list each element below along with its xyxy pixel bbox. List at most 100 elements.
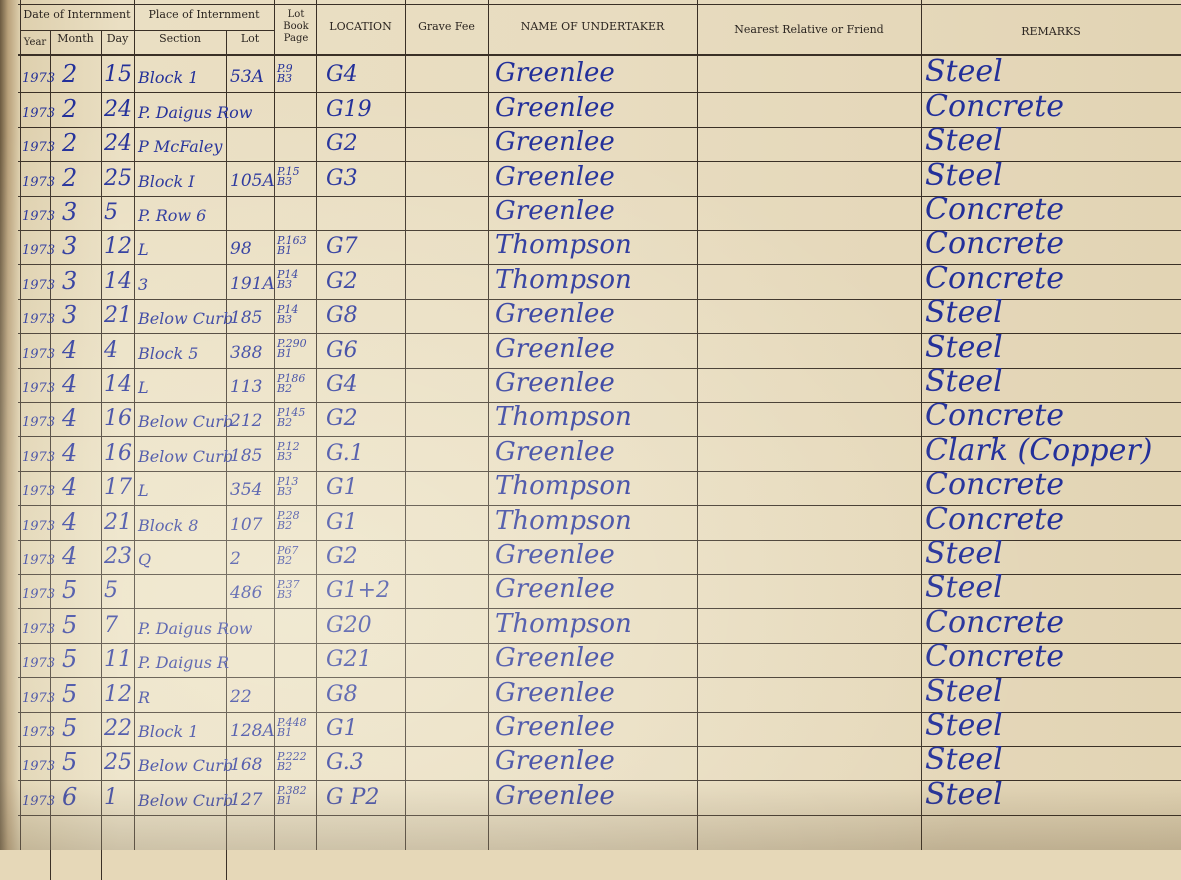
lot-cell: 127 <box>230 789 263 810</box>
month-cell: 4 <box>62 542 78 570</box>
row-rule <box>18 608 1181 610</box>
day-cell: 21 <box>104 509 132 535</box>
column-rule <box>101 30 102 880</box>
lot-cell: 168 <box>230 755 263 776</box>
section-cell: P. Daigus Row <box>138 102 253 122</box>
row-rule <box>18 402 1181 403</box>
row-rule <box>18 126 1181 128</box>
day-cell: 5 <box>104 578 118 604</box>
year-cell: 1973 <box>22 209 56 224</box>
month-cell: 5 <box>62 748 78 777</box>
column-rule <box>274 0 275 850</box>
row-rule <box>18 539 1181 541</box>
section-cell: L <box>138 378 149 397</box>
day-cell: 11 <box>104 647 132 673</box>
undertaker-cell: Thompson <box>495 505 632 536</box>
location-cell: G2 <box>326 544 358 569</box>
location-cell: G20 <box>326 612 372 638</box>
section-cell: Block 5 <box>138 343 199 363</box>
day-cell: 12 <box>104 234 132 260</box>
day-cell: 1 <box>104 784 118 810</box>
row-rule <box>18 574 1181 575</box>
undertaker-cell: Greenlee <box>495 540 615 570</box>
lot-book-page-cell: P.15 B3 <box>277 165 300 189</box>
lot-cell: 53A <box>230 67 264 88</box>
header-rule <box>18 54 1181 56</box>
lot-cell: 128A <box>230 721 275 741</box>
remarks-cell: Concrete <box>925 192 1065 227</box>
lot-book-page-cell: P14 B3 <box>277 268 299 292</box>
remarks-cell: Steel <box>925 54 1003 90</box>
lot-cell: 354 <box>230 480 263 501</box>
header-undertaker: NAME OF UNDERTAKER <box>520 20 665 33</box>
year-cell: 1973 <box>22 71 56 87</box>
year-cell: 1973 <box>22 346 56 362</box>
month-cell: 4 <box>62 473 78 502</box>
undertaker-cell: Greenlee <box>495 58 615 89</box>
row-rule <box>18 711 1181 713</box>
month-cell: 5 <box>62 714 78 742</box>
location-cell: G4 <box>326 62 358 88</box>
column-rule <box>316 0 317 850</box>
section-cell: Below Curb <box>138 756 234 776</box>
remarks-cell: Concrete <box>925 88 1065 124</box>
section-cell: 3 <box>138 274 149 294</box>
lot-book-page-cell: P.12 B3 <box>277 440 300 464</box>
month-cell: 4 <box>62 335 78 364</box>
location-cell: G1 <box>326 716 358 741</box>
lot-cell: 113 <box>230 377 263 397</box>
lot-book-page-cell: P.163 B1 <box>277 234 307 257</box>
header-lot: Lot <box>240 32 260 45</box>
location-cell: G.1 <box>326 440 364 466</box>
day-cell: 4 <box>104 337 118 363</box>
remarks-cell: Concrete <box>925 467 1065 503</box>
day-cell: 21 <box>104 303 132 329</box>
year-cell: 1973 <box>22 587 56 603</box>
undertaker-cell: Greenlee <box>495 92 615 123</box>
header-rule <box>134 30 274 31</box>
undertaker-cell: Thompson <box>495 264 632 295</box>
undertaker-cell: Greenlee <box>495 161 615 192</box>
month-cell: 3 <box>62 198 78 226</box>
location-cell: G2 <box>326 268 358 294</box>
month-cell: 2 <box>62 129 78 158</box>
row-rule <box>18 92 1181 94</box>
header-grave-fee: Grave Fee <box>418 20 475 33</box>
year-cell: 1973 <box>22 174 56 190</box>
day-cell: 17 <box>104 475 132 501</box>
month-cell: 3 <box>62 266 78 295</box>
month-cell: 4 <box>62 507 78 536</box>
header-location: LOCATION <box>329 20 392 33</box>
column-rule <box>50 30 51 880</box>
undertaker-cell: Thompson <box>495 230 632 261</box>
header-day: Day <box>106 32 129 45</box>
remarks-cell: Steel <box>925 295 1003 331</box>
month-cell: 6 <box>62 782 78 811</box>
row-rule <box>18 230 1181 231</box>
year-cell: 1973 <box>22 690 56 706</box>
day-cell: 25 <box>104 750 132 776</box>
day-cell: 14 <box>104 372 132 397</box>
section-cell: Block 8 <box>138 515 199 535</box>
section-cell: R <box>138 687 151 707</box>
remarks-cell: Steel <box>925 157 1003 193</box>
column-rule <box>226 30 227 880</box>
row-rule <box>18 298 1181 300</box>
month-cell: 5 <box>62 679 78 708</box>
remarks-cell: Concrete <box>925 226 1065 262</box>
location-cell: G6 <box>326 337 358 363</box>
year-cell: 1973 <box>22 415 56 431</box>
section-cell: Below Curb <box>138 309 234 329</box>
header-place-of-internment: Place of Internment <box>148 8 260 21</box>
day-cell: 7 <box>104 612 118 638</box>
undertaker-cell: Greenlee <box>495 436 615 467</box>
row-rule <box>18 780 1181 782</box>
lot-book-page-cell: P13 B3 <box>277 474 299 498</box>
header-nearest-relative: Nearest Relative or Friend <box>734 23 884 36</box>
year-cell: 1973 <box>22 105 56 121</box>
undertaker-cell: Greenlee <box>495 333 615 364</box>
year-cell: 1973 <box>22 656 56 672</box>
header-lot-book-page: Lot Book Page <box>283 9 309 44</box>
remarks-cell: Steel <box>925 329 1003 365</box>
location-cell: G8 <box>326 681 358 707</box>
